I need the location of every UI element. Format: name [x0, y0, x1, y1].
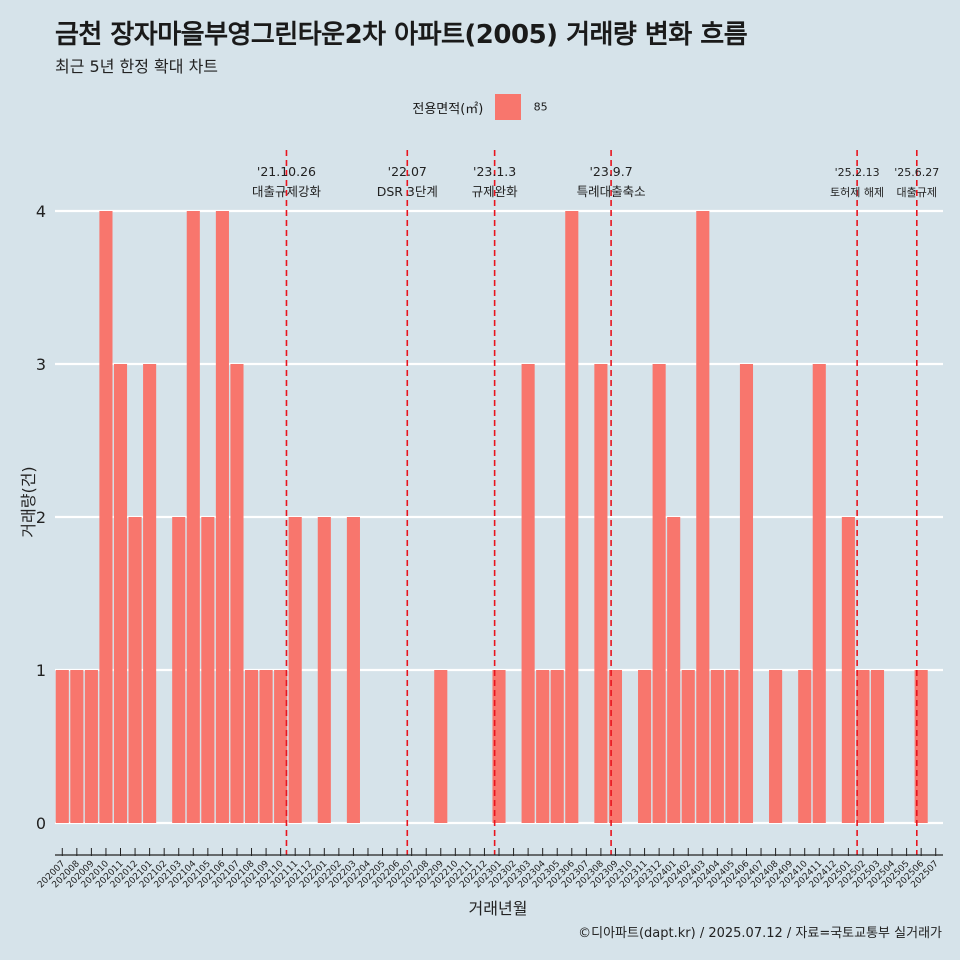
y-tick-label-0: 0 — [36, 814, 46, 833]
bar-202304 — [536, 670, 550, 823]
bar-202109 — [259, 670, 273, 823]
bar-202410 — [798, 670, 812, 823]
bar-202105 — [201, 517, 215, 823]
bar-202108 — [244, 670, 259, 823]
event-label-2: 규제완화 — [472, 184, 519, 199]
x-axis-label: 거래년월 — [469, 899, 528, 918]
y-axis-label: 거래량(건) — [19, 466, 38, 537]
bar-202311 — [638, 670, 652, 823]
y-tick-label-1: 1 — [36, 661, 46, 680]
y-axis: 0 1 2 3 4 — [36, 202, 46, 833]
event-date-1: '22.07 — [388, 164, 427, 179]
bar-202404 — [710, 670, 724, 823]
bar-202012 — [128, 517, 142, 823]
event-date-0: '21.10.26 — [257, 164, 316, 179]
bar-202101 — [143, 364, 157, 823]
event-date-3: '23.9.7 — [589, 164, 632, 179]
bar-202209 — [434, 670, 448, 823]
bar-202009 — [84, 670, 98, 823]
legend: 전용면적(㎡) 85 — [0, 94, 960, 120]
chart-subtitle: 최근 5년 한정 확대 차트 — [55, 57, 219, 76]
event-label-0: 대출규제강화 — [252, 184, 322, 199]
bar-202411 — [812, 364, 826, 823]
bar-202503 — [870, 670, 885, 823]
bar-202011 — [113, 364, 128, 823]
event-date-5: '25.6.27 — [894, 166, 939, 179]
event-label-3: 특례대출축소 — [577, 184, 646, 199]
bar-202402 — [681, 670, 695, 823]
bar-202506 — [914, 670, 928, 823]
bar-202008 — [70, 670, 84, 823]
y-tick-label-2: 2 — [36, 508, 46, 527]
event-label-1: DSR 3단계 — [377, 184, 438, 199]
bar-202007 — [55, 670, 69, 823]
event-date-2: '23.1.3 — [473, 164, 516, 179]
chart-title: 금천 장자마을부영그린타운2차 아파트(2005) 거래량 변화 흐름 — [55, 20, 748, 50]
event-annotations: '21.10.26 대출규제강화 '22.07 DSR 3단계 '23.1.3 규제완화 '… — [252, 164, 939, 199]
y-tick-label-4: 4 — [36, 202, 46, 221]
bar-202203 — [346, 517, 360, 823]
legend-label: 85 — [533, 100, 548, 114]
bar-202406 — [739, 364, 754, 823]
bar-202303 — [521, 364, 535, 823]
x-axis: 2020072020082020092020102020112020122021… — [36, 848, 943, 890]
bar-202106 — [215, 211, 229, 823]
y-tick-label-3: 3 — [36, 355, 46, 374]
event-label-4: 토허제 해제 — [830, 185, 884, 199]
bar-202305 — [550, 670, 564, 823]
event-label-5: 대출규제 — [897, 186, 937, 199]
bar-202010 — [99, 211, 113, 823]
bar-202111 — [288, 517, 302, 823]
bar-202502 — [856, 670, 870, 823]
bar-202401 — [667, 517, 681, 823]
bar-202312 — [652, 364, 666, 823]
bar-202501 — [841, 517, 855, 823]
bar-202408 — [769, 670, 783, 823]
bar-202309 — [608, 670, 623, 823]
bar-202306 — [565, 211, 579, 823]
bar-202201 — [317, 517, 331, 823]
bar-202405 — [725, 670, 739, 823]
event-date-4: '25.2.13 — [835, 166, 880, 179]
bar-202104 — [186, 211, 200, 823]
bar-202403 — [696, 211, 710, 823]
event-lines — [285, 150, 918, 855]
legend-title: 전용면적(㎡) — [412, 101, 484, 117]
source-caption: ©디아파트(dapt.kr) / 2025.07.12 / 자료=국토교통부 실… — [578, 926, 942, 941]
bars — [55, 211, 928, 823]
bar-202301 — [492, 670, 506, 823]
bar-202107 — [230, 364, 244, 823]
bar-202308 — [594, 364, 608, 823]
legend-swatch — [495, 94, 522, 120]
bar-202110 — [274, 670, 288, 823]
bar-202103 — [172, 517, 186, 823]
